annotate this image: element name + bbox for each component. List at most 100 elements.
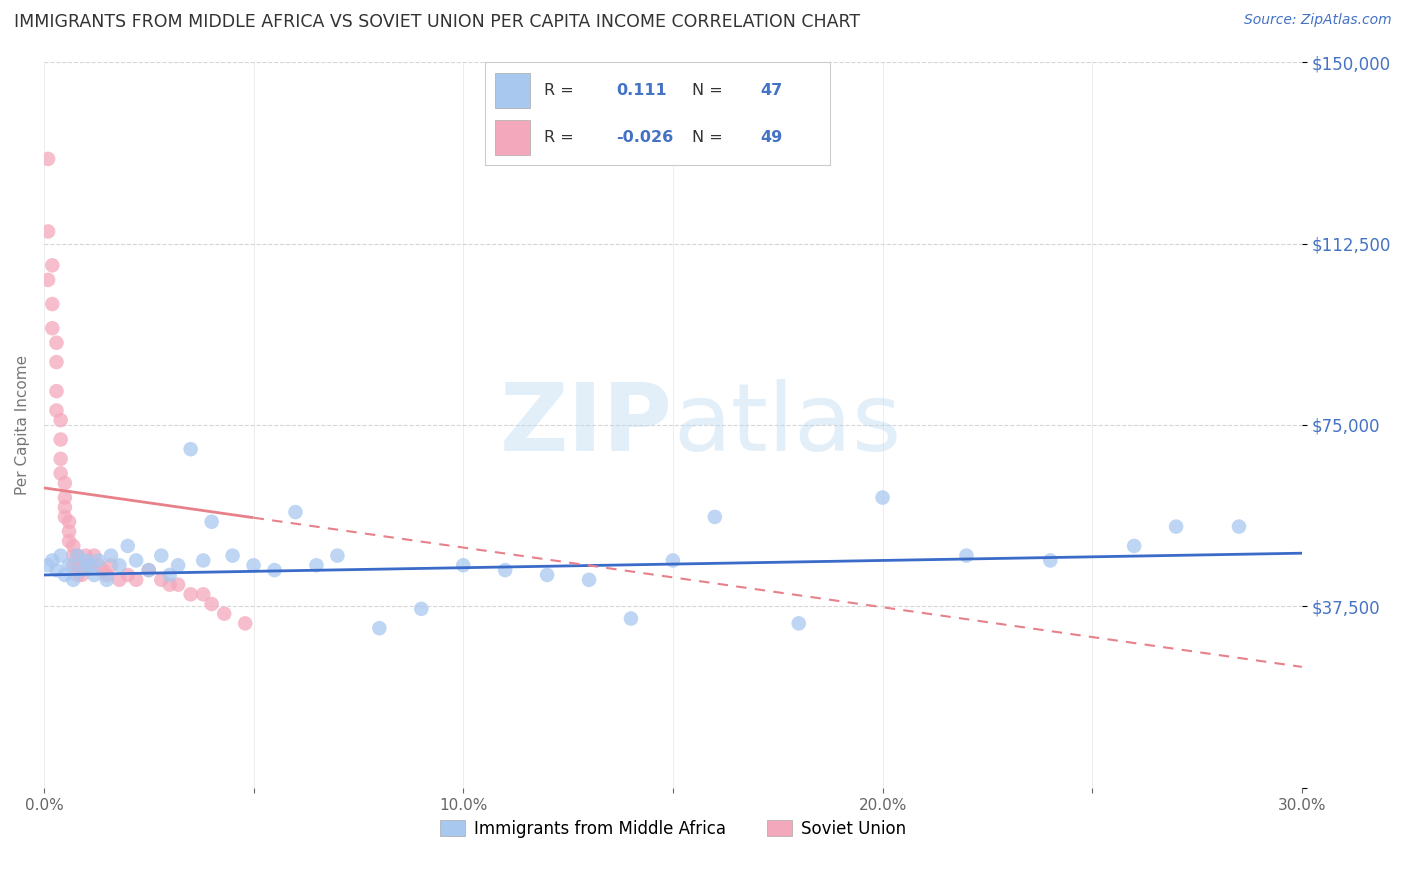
Point	[70, 558, 93, 573]
Point	[117, 568, 139, 582]
Point	[83, 568, 105, 582]
Point	[703, 509, 725, 524]
Point	[45, 335, 67, 350]
FancyBboxPatch shape	[495, 120, 530, 155]
Point	[233, 616, 256, 631]
Point	[159, 568, 181, 582]
Point	[58, 558, 80, 573]
Point	[79, 558, 101, 573]
Point	[201, 597, 224, 611]
Point	[45, 355, 67, 369]
Point	[125, 573, 148, 587]
Point	[75, 549, 97, 563]
Point	[787, 616, 810, 631]
Point	[167, 577, 190, 591]
Text: 49: 49	[761, 130, 783, 145]
Point	[53, 476, 76, 491]
Point	[326, 549, 349, 563]
Point	[49, 413, 72, 427]
Point	[91, 563, 114, 577]
Point	[180, 442, 202, 457]
Point	[138, 563, 160, 577]
Text: R =: R =	[544, 83, 574, 97]
Text: -0.026: -0.026	[616, 130, 673, 145]
FancyBboxPatch shape	[495, 73, 530, 108]
Point	[100, 549, 122, 563]
Text: IMMIGRANTS FROM MIDDLE AFRICA VS SOVIET UNION PER CAPITA INCOME CORRELATION CHAR: IMMIGRANTS FROM MIDDLE AFRICA VS SOVIET …	[14, 13, 860, 31]
Point	[578, 573, 600, 587]
Point	[70, 568, 93, 582]
Point	[62, 549, 84, 563]
Legend: Immigrants from Middle Africa, Soviet Union: Immigrants from Middle Africa, Soviet Un…	[433, 814, 912, 845]
Text: N =: N =	[692, 130, 723, 145]
Point	[1227, 519, 1250, 533]
Point	[1164, 519, 1187, 533]
Point	[58, 524, 80, 539]
Point	[201, 515, 224, 529]
Y-axis label: Per Capita Income: Per Capita Income	[15, 355, 30, 495]
Point	[66, 549, 89, 563]
Point	[96, 568, 118, 582]
Point	[305, 558, 328, 573]
Point	[41, 297, 63, 311]
Point	[66, 549, 89, 563]
Point	[79, 558, 101, 573]
Point	[62, 539, 84, 553]
Point	[1123, 539, 1146, 553]
Point	[242, 558, 264, 573]
Point	[221, 549, 243, 563]
Point	[53, 509, 76, 524]
Point	[167, 558, 190, 573]
Point	[108, 558, 131, 573]
Point	[1039, 553, 1062, 567]
Point	[263, 563, 285, 577]
Point	[49, 433, 72, 447]
Point	[41, 553, 63, 567]
Point	[66, 558, 89, 573]
Point	[62, 558, 84, 573]
Point	[284, 505, 307, 519]
Point	[212, 607, 235, 621]
Point	[117, 539, 139, 553]
Point	[662, 553, 685, 567]
Point	[37, 152, 59, 166]
Point	[138, 563, 160, 577]
Point	[87, 553, 110, 567]
Point	[66, 568, 89, 582]
Point	[83, 549, 105, 563]
Point	[75, 558, 97, 573]
Point	[41, 321, 63, 335]
Text: N =: N =	[692, 83, 723, 97]
Point	[193, 553, 215, 567]
Point	[49, 549, 72, 563]
Point	[37, 273, 59, 287]
Point	[53, 491, 76, 505]
Text: 47: 47	[761, 83, 783, 97]
Point	[193, 587, 215, 601]
Point	[70, 563, 93, 577]
Point	[411, 602, 433, 616]
Text: R =: R =	[544, 130, 574, 145]
Point	[45, 384, 67, 398]
Point	[955, 549, 977, 563]
Point	[37, 224, 59, 238]
Point	[87, 558, 110, 573]
Point	[536, 568, 558, 582]
Point	[494, 563, 516, 577]
Point	[37, 558, 59, 573]
Point	[100, 558, 122, 573]
Point	[45, 563, 67, 577]
Point	[53, 500, 76, 515]
Point	[368, 621, 391, 635]
Point	[125, 553, 148, 567]
Point	[41, 258, 63, 272]
Point	[53, 568, 76, 582]
Point	[108, 573, 131, 587]
Text: Source: ZipAtlas.com: Source: ZipAtlas.com	[1244, 13, 1392, 28]
Point	[451, 558, 474, 573]
Point	[49, 451, 72, 466]
Point	[620, 611, 643, 625]
Point	[96, 573, 118, 587]
Text: atlas: atlas	[673, 379, 901, 471]
Point	[872, 491, 894, 505]
